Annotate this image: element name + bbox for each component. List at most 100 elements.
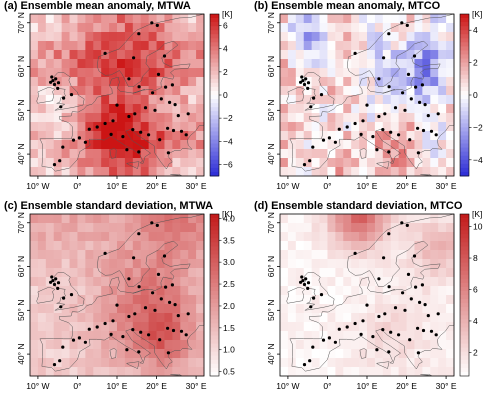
site-marker <box>397 133 401 137</box>
raster-cell <box>327 77 336 87</box>
raster-cell <box>117 131 126 141</box>
raster-cell <box>430 50 439 60</box>
raster-cell <box>196 122 205 132</box>
raster-cell <box>156 286 165 296</box>
raster-cell <box>335 50 344 60</box>
raster-cell <box>303 259 313 269</box>
raster-cell <box>414 140 423 150</box>
raster-cell <box>69 122 78 132</box>
raster-cell <box>196 322 205 332</box>
raster-cell <box>398 104 408 114</box>
raster-cell <box>359 214 368 224</box>
raster-cell <box>414 41 423 51</box>
raster-cell <box>101 358 110 368</box>
raster-cell <box>172 223 181 233</box>
raster-cell <box>280 32 289 42</box>
site-marker <box>403 308 407 312</box>
raster-cell <box>117 223 126 233</box>
raster-cell <box>311 167 321 177</box>
raster-cell <box>117 41 126 51</box>
raster-cell <box>390 340 400 350</box>
raster-cell <box>180 122 189 132</box>
raster-cell <box>77 59 86 69</box>
colorbar-tick-label: −4 <box>473 155 483 165</box>
colorbar-step <box>210 159 219 165</box>
raster-cell <box>422 358 431 368</box>
colorbar-tick-label: 2 <box>473 347 478 357</box>
site-marker <box>382 56 386 60</box>
raster-cell <box>148 86 158 96</box>
raster-cell <box>93 68 102 78</box>
raster-cell <box>390 77 400 87</box>
site-marker <box>400 21 404 25</box>
raster-cell <box>446 104 455 114</box>
raster-cell <box>109 41 118 51</box>
raster-cell <box>367 259 376 269</box>
raster-cell <box>93 214 102 224</box>
raster-cell <box>335 95 344 105</box>
raster-cell <box>406 50 415 60</box>
raster-cell <box>109 250 118 260</box>
raster-cell <box>327 140 336 150</box>
raster-cell <box>295 113 305 123</box>
raster-cell <box>117 277 126 287</box>
raster-cell <box>295 68 305 78</box>
x-tick-label: 30° E <box>186 181 207 191</box>
raster-cell <box>359 358 368 368</box>
raster-cell <box>351 349 360 359</box>
raster-cell <box>101 286 110 296</box>
raster-cell <box>30 241 39 251</box>
raster-cell <box>37 41 47 51</box>
raster-cell <box>327 23 336 33</box>
raster-cell <box>406 286 415 296</box>
raster-cell <box>382 95 392 105</box>
raster-cell <box>280 149 289 159</box>
raster-cell <box>180 286 189 296</box>
raster-cell <box>295 140 305 150</box>
raster-cell <box>422 158 431 168</box>
raster-cell <box>140 86 150 96</box>
raster-cell <box>327 14 336 24</box>
colorbar-step <box>210 226 219 231</box>
raster-cell <box>398 241 408 251</box>
raster-cell <box>140 250 150 260</box>
raster-cell <box>359 259 368 269</box>
raster-cell <box>280 286 289 296</box>
colorbar-step <box>460 159 469 165</box>
raster-cell <box>132 59 142 69</box>
raster-cell <box>85 223 94 233</box>
raster-cell <box>117 214 126 224</box>
colorbar-step <box>210 167 219 173</box>
site-marker <box>127 114 131 119</box>
raster-cell <box>180 340 189 350</box>
raster-cell <box>132 50 142 60</box>
raster-cell <box>85 14 94 24</box>
raster-cell <box>382 158 392 168</box>
raster-cell <box>446 214 455 224</box>
site-marker <box>412 54 417 58</box>
raster-cell <box>287 259 297 269</box>
raster-cell <box>287 322 297 332</box>
site-marker <box>77 136 81 140</box>
raster-cell <box>303 286 313 296</box>
raster-cell <box>295 313 305 323</box>
raster-cell <box>335 259 344 269</box>
colorbar-tick-label: 0 <box>223 90 228 100</box>
colorbar-step <box>460 34 469 39</box>
site-marker <box>397 333 401 337</box>
site-marker <box>56 281 61 285</box>
raster-cell <box>367 95 376 105</box>
raster-cell <box>295 232 305 242</box>
raster-cell <box>124 259 134 269</box>
raster-cell <box>69 322 78 332</box>
raster-cell <box>148 95 158 105</box>
raster-cell <box>280 322 289 332</box>
raster-cell <box>172 358 181 368</box>
y-tick-label: 40° N <box>16 143 26 164</box>
colorbar-step <box>210 363 219 369</box>
raster-cell <box>172 167 181 177</box>
site-marker <box>423 103 427 107</box>
site-marker <box>387 150 391 154</box>
raster-cell <box>196 167 205 177</box>
raster-cell <box>382 68 392 78</box>
